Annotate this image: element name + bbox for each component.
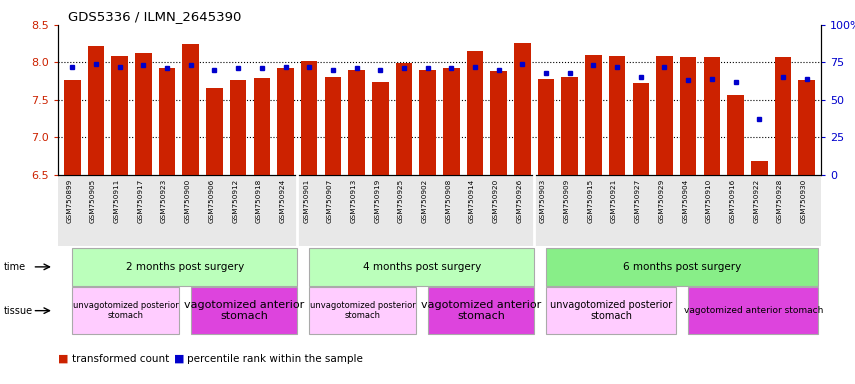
Text: vagotomized anterior
stomach: vagotomized anterior stomach	[421, 300, 541, 321]
Text: transformed count: transformed count	[72, 354, 169, 364]
Bar	[443, 68, 460, 175]
Bar	[562, 78, 578, 175]
Bar	[491, 71, 507, 175]
Bar	[325, 78, 341, 175]
Bar	[254, 78, 270, 175]
Text: unvagotomized posterior
stomach: unvagotomized posterior stomach	[73, 301, 179, 320]
Text: vagotomized anterior stomach: vagotomized anterior stomach	[684, 306, 823, 315]
Text: GSM750920: GSM750920	[492, 179, 498, 223]
Text: GSM750911: GSM750911	[114, 179, 120, 223]
Bar	[419, 70, 436, 175]
Bar	[467, 51, 483, 175]
Text: GSM750929: GSM750929	[658, 179, 664, 223]
Bar	[538, 79, 554, 175]
Text: percentile rank within the sample: percentile rank within the sample	[187, 354, 363, 364]
Text: time: time	[3, 262, 26, 272]
Bar	[609, 56, 625, 175]
Bar	[799, 80, 815, 175]
Bar	[159, 68, 175, 175]
Text: vagotomized anterior
stomach: vagotomized anterior stomach	[184, 300, 304, 321]
Text: GSM750901: GSM750901	[304, 179, 310, 223]
Text: GSM750907: GSM750907	[327, 179, 333, 223]
Bar	[230, 80, 246, 175]
Text: unvagotomized posterior
stomach: unvagotomized posterior stomach	[310, 301, 416, 320]
Text: GSM750930: GSM750930	[800, 179, 806, 223]
Text: GSM750923: GSM750923	[161, 179, 167, 223]
Bar	[111, 56, 128, 175]
Text: GSM750904: GSM750904	[682, 179, 688, 223]
Text: 4 months post surgery: 4 months post surgery	[363, 262, 481, 272]
Bar	[633, 83, 649, 175]
Bar	[751, 161, 768, 175]
Bar	[680, 57, 697, 175]
Bar	[135, 53, 151, 175]
Bar	[656, 56, 673, 175]
Text: GSM750903: GSM750903	[540, 179, 546, 223]
Text: GSM750924: GSM750924	[280, 179, 286, 223]
Text: GSM750900: GSM750900	[185, 179, 191, 223]
Bar	[182, 44, 199, 175]
Text: GSM750926: GSM750926	[516, 179, 522, 223]
Bar	[372, 82, 388, 175]
Bar	[775, 57, 791, 175]
Text: GDS5336 / ILMN_2645390: GDS5336 / ILMN_2645390	[68, 10, 242, 23]
Text: GSM750925: GSM750925	[398, 179, 404, 223]
Text: GSM750912: GSM750912	[233, 179, 239, 223]
Text: tissue: tissue	[3, 306, 32, 316]
Bar	[585, 55, 602, 175]
Text: GSM750906: GSM750906	[209, 179, 215, 223]
Text: GSM750918: GSM750918	[256, 179, 262, 223]
Text: GSM750913: GSM750913	[351, 179, 357, 223]
Text: GSM750908: GSM750908	[445, 179, 451, 223]
Text: unvagotomized posterior
stomach: unvagotomized posterior stomach	[550, 300, 672, 321]
Bar	[277, 68, 294, 175]
Text: ■: ■	[174, 354, 187, 364]
Text: GSM750909: GSM750909	[563, 179, 569, 223]
Text: GSM750915: GSM750915	[587, 179, 593, 223]
Bar	[396, 63, 412, 175]
Text: GSM750914: GSM750914	[469, 179, 475, 223]
Text: GSM750928: GSM750928	[777, 179, 783, 223]
Text: GSM750905: GSM750905	[90, 179, 96, 223]
Bar	[64, 80, 80, 175]
Text: GSM750921: GSM750921	[611, 179, 617, 223]
Text: GSM750902: GSM750902	[422, 179, 428, 223]
Bar	[206, 88, 223, 175]
Text: GSM750910: GSM750910	[706, 179, 712, 223]
Text: GSM750917: GSM750917	[138, 179, 144, 223]
Bar	[728, 94, 744, 175]
Bar	[88, 46, 104, 175]
Text: GSM750919: GSM750919	[374, 179, 380, 223]
Text: GSM750927: GSM750927	[634, 179, 640, 223]
Text: GSM750916: GSM750916	[729, 179, 735, 223]
Text: GSM750922: GSM750922	[753, 179, 759, 223]
Bar	[301, 61, 317, 175]
Bar	[348, 70, 365, 175]
Text: 6 months post surgery: 6 months post surgery	[623, 262, 741, 272]
Bar	[514, 43, 531, 175]
Text: GSM750899: GSM750899	[67, 179, 73, 223]
Bar	[704, 57, 720, 175]
Text: 2 months post surgery: 2 months post surgery	[126, 262, 244, 272]
Text: ■: ■	[58, 354, 72, 364]
